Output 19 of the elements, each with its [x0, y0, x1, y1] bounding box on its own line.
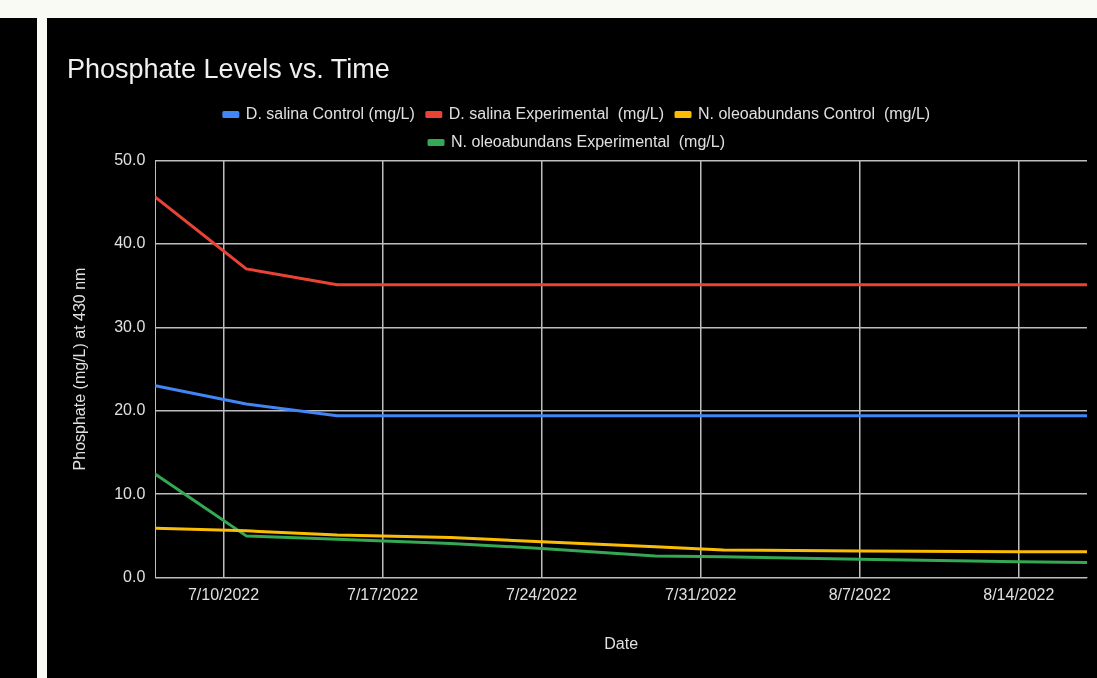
x-tick-label: 8/14/2022 [983, 585, 1055, 603]
y-tick-label: 20.0 [114, 401, 146, 419]
x-tick-label: 7/24/2022 [506, 585, 578, 603]
y-tick-label: 30.0 [114, 317, 146, 335]
y-tick-label: 10.0 [114, 484, 146, 502]
y-tick-label: 40.0 [114, 234, 146, 252]
legend-label: D. salina Control (mg/L) [245, 104, 415, 122]
x-tick-label: 7/17/2022 [346, 585, 419, 603]
x-axis-title: Date [604, 634, 639, 652]
legend-label: D. salina Experimental (mg/L) [448, 104, 664, 122]
x-tick-label: 7/31/2022 [665, 585, 737, 603]
y-tick-label: 50.0 [114, 150, 146, 168]
y-axis-title: Phosphate (mg/L) at 430 nm [71, 267, 89, 471]
x-tick-label: 7/10/2022 [187, 585, 260, 603]
x-tick-label: 8/7/2022 [828, 585, 892, 603]
legend-label: N. oleoabundans Control (mg/L) [698, 104, 931, 122]
legend-label: N. oleoabundans Experimental (mg/L) [451, 132, 725, 150]
y-tick-label: 0.0 [123, 568, 146, 586]
chart-title: Phosphate Levels vs. Time [67, 53, 390, 84]
